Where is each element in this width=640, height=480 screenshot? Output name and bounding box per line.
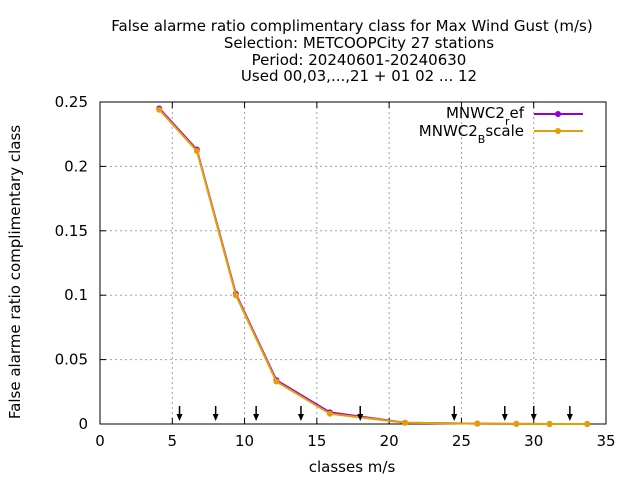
arrow-down-icon [530,406,537,421]
legend-label-1: MNWC2ref [446,104,525,128]
data-point [474,420,481,427]
x-tick-label: 25 [452,432,471,450]
x-tick-label: 30 [524,432,543,450]
data-point [402,419,409,426]
title-line-2: Selection: METCOOPCity 27 stations [224,34,494,52]
x-tick-label: 0 [95,432,105,450]
series-2 [156,106,591,427]
legend-entry-1: MNWC2ref [446,104,583,128]
data-point [193,147,200,154]
y-tick-label: 0 [78,415,88,433]
arrow-down-icon [297,406,304,421]
y-tick-label: 0.25 [55,93,88,111]
data-point [326,410,333,417]
data-point [584,421,591,427]
data-point [273,378,280,385]
y-tick-label: 0.15 [55,222,88,240]
x-tick-label: 20 [380,432,399,450]
arrow-down-icon [357,406,364,421]
grid [100,102,606,424]
y-tick-label: 0.2 [64,157,88,175]
x-axis-label: classes m/s [309,458,396,476]
arrow-down-icon [451,406,458,421]
data-point [232,292,239,299]
axis-ticks: 0 5 10 15 20 25 30 35 0 0.05 0.1 0.15 0.2 0.25 [55,93,616,450]
arrow-down-icon [566,406,573,421]
y-axis-label: False alarme ratio complimentary class [6,125,24,419]
legend: MNWC2ref MNWC2Bscale [419,104,583,146]
arrow-down-icon [501,406,508,421]
series-line [158,109,588,425]
arrow-down-icon [212,406,219,421]
x-tick-label: 15 [307,432,326,450]
series [156,105,591,427]
title-line-4: Used 00,03,...,21 + 01 02 ... 12 [241,67,477,85]
plot-border [99,101,607,425]
y-tick-label: 0.05 [55,351,88,369]
legend-marker-1 [555,111,561,117]
x-tick-label: 35 [596,432,615,450]
arrow-down-icon [176,406,183,421]
series-line [158,107,588,425]
legend-entry-2: MNWC2Bscale [419,122,583,146]
title-line-3: Period: 20240601-20240630 [252,51,467,69]
annotation-arrows [176,406,573,421]
series-1 [156,105,591,427]
x-tick-label: 10 [235,432,254,450]
x-tick-label: 5 [168,432,178,450]
data-point [156,106,163,113]
data-point [546,421,553,427]
data-point [513,420,520,427]
y-tick-label: 0.1 [64,286,88,304]
title-line-1: False alarme ratio complimentary class f… [111,17,592,35]
chart-title: False alarme ratio complimentary class f… [111,17,592,85]
legend-label-2: MNWC2Bscale [419,122,524,146]
arrow-down-icon [253,406,260,421]
legend-marker-2 [555,128,561,134]
